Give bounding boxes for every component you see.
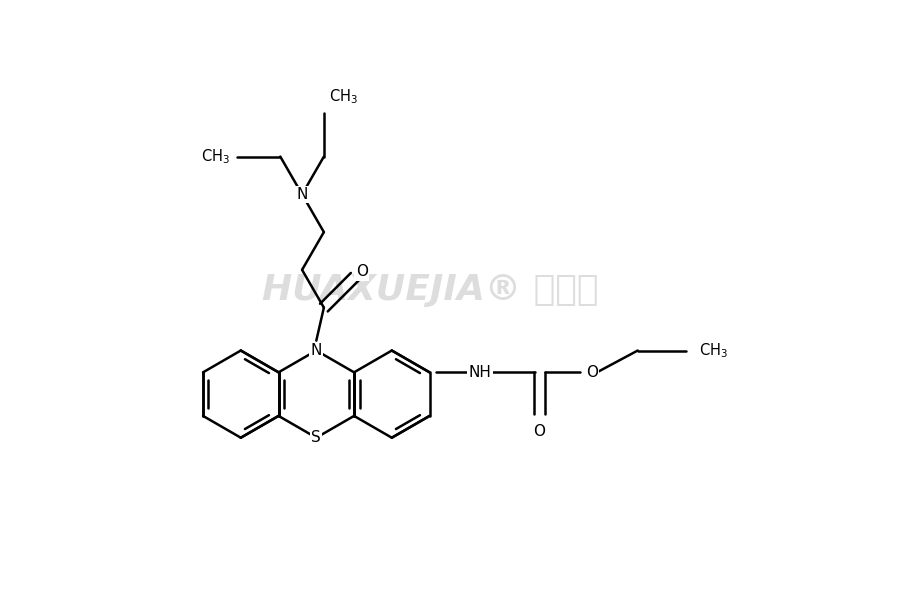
Text: O: O xyxy=(586,365,598,380)
Text: NH: NH xyxy=(468,365,491,380)
Text: O: O xyxy=(355,265,367,280)
Text: CH$_3$: CH$_3$ xyxy=(200,147,230,166)
Text: N: N xyxy=(296,187,307,202)
Text: N: N xyxy=(311,343,322,358)
Text: CH$_3$: CH$_3$ xyxy=(329,88,357,106)
Text: O: O xyxy=(533,424,545,439)
Text: HUAXUEJIA® 化学加: HUAXUEJIA® 化学加 xyxy=(261,273,598,307)
Text: CH$_3$: CH$_3$ xyxy=(699,341,727,360)
Text: S: S xyxy=(311,430,321,445)
